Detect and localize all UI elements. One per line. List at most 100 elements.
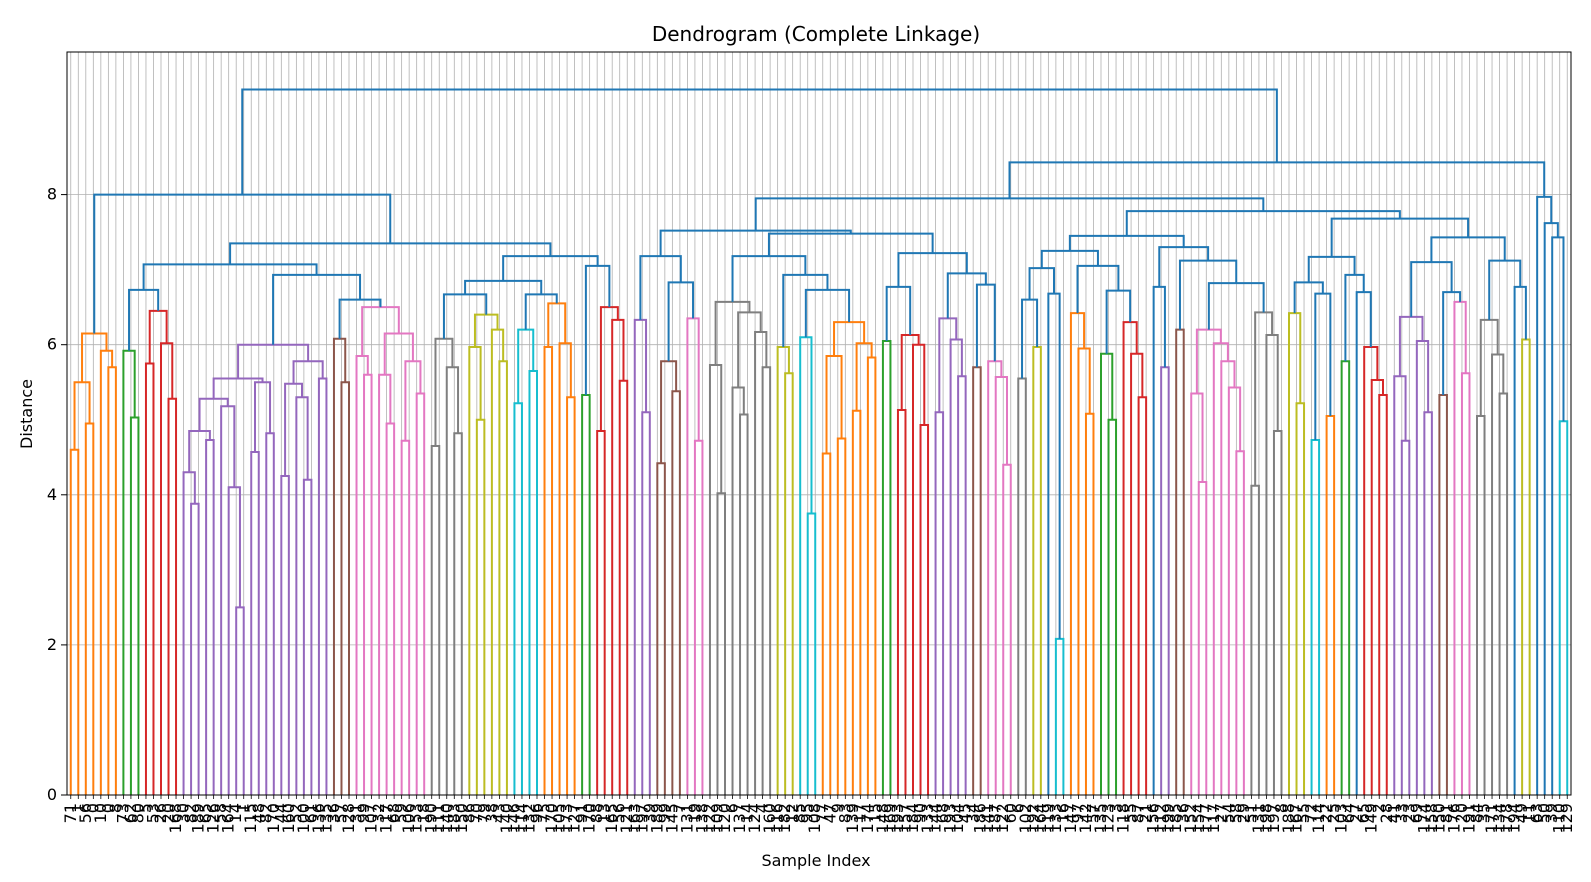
dendrogram-link bbox=[558, 342, 572, 795]
dendrogram-link bbox=[317, 377, 328, 795]
x-tick-label: 58 bbox=[211, 803, 230, 823]
dendrogram-link bbox=[693, 439, 704, 795]
y-tick-label: 0 bbox=[47, 785, 57, 804]
x-tick-label: 197 bbox=[632, 803, 651, 834]
x-tick-label: 194 bbox=[1505, 803, 1524, 834]
x-tick-label: 1 bbox=[68, 803, 87, 813]
x-tick-label: 12 bbox=[783, 803, 802, 823]
x-tick-label: 50 bbox=[1535, 803, 1554, 823]
x-tick-label: 136 bbox=[309, 803, 328, 834]
dendrogram-link bbox=[1017, 377, 1027, 795]
x-tick-label: 41 bbox=[1384, 803, 1403, 823]
x-tick-label: 80 bbox=[128, 803, 147, 823]
x-tick-label: 28 bbox=[1377, 803, 1396, 823]
dendrogram-link bbox=[896, 408, 907, 795]
x-tick-label: 198 bbox=[1256, 803, 1275, 834]
x-tick-label: 44 bbox=[271, 803, 290, 823]
x-tick-label: 5 bbox=[136, 803, 155, 813]
dendrogram-link bbox=[434, 337, 454, 447]
x-tick-label: 65 bbox=[196, 803, 215, 823]
x-tick-label: 164 bbox=[219, 803, 238, 834]
x-tick-label: 91 bbox=[572, 803, 591, 823]
x-tick-label: 135 bbox=[1091, 803, 1110, 834]
dendrogram-link bbox=[241, 88, 1278, 195]
x-tick-label: 103 bbox=[1332, 803, 1351, 834]
x-tick-label: 118 bbox=[1114, 803, 1133, 834]
x-tick-label: 154 bbox=[1189, 803, 1208, 834]
x-tick-label: 2 bbox=[1369, 803, 1388, 813]
x-tick-label: 150 bbox=[452, 803, 471, 834]
dendrogram-link bbox=[1212, 342, 1229, 795]
x-tick-label: 55 bbox=[1294, 803, 1313, 823]
x-tick-label: 77 bbox=[813, 803, 832, 823]
x-tick-label: 185 bbox=[1166, 803, 1185, 834]
x-tick-label: 148 bbox=[873, 803, 892, 834]
dendrogram-link bbox=[1068, 234, 1185, 251]
dendrogram-link bbox=[69, 448, 80, 795]
x-tick-label: 25 bbox=[1324, 803, 1343, 823]
dendrogram-link bbox=[93, 193, 392, 334]
dendrogram-link bbox=[302, 478, 313, 795]
dendrogram-link bbox=[581, 393, 591, 795]
x-tick-label: 152 bbox=[1181, 803, 1200, 834]
x-tick-label: 177 bbox=[1196, 803, 1215, 834]
dendrogram-link bbox=[415, 392, 426, 795]
dendrogram-link bbox=[1378, 393, 1388, 795]
x-tick-label: 104 bbox=[948, 803, 967, 834]
x-tick-label: 190 bbox=[422, 803, 441, 834]
dendrogram-link bbox=[235, 606, 245, 795]
dendrogram-link bbox=[584, 264, 611, 395]
dendrogram-link bbox=[833, 321, 866, 356]
dendrogram-link bbox=[716, 492, 726, 795]
dendrogram-link bbox=[1054, 637, 1065, 795]
x-tick-label: 57 bbox=[1083, 803, 1102, 823]
y-tick-label: 6 bbox=[47, 335, 57, 354]
dendrogram-link bbox=[656, 462, 666, 795]
dendrogram-link bbox=[708, 363, 723, 795]
dendrogram-link bbox=[731, 386, 745, 795]
x-tick-label: 182 bbox=[775, 803, 794, 834]
x-tick-label: 48 bbox=[249, 803, 268, 823]
x-tick-label: 59 bbox=[392, 803, 411, 823]
dendrogram-link bbox=[1021, 298, 1039, 379]
x-tick-label: 119 bbox=[1038, 803, 1057, 834]
x-tick-label: 168 bbox=[166, 803, 185, 834]
x-tick-label: 170 bbox=[580, 803, 599, 834]
x-tick-label: 35 bbox=[1475, 803, 1494, 823]
x-tick-label: 68 bbox=[933, 803, 952, 823]
x-tick-label: 117 bbox=[377, 803, 396, 834]
x-tick-label: 176 bbox=[1444, 803, 1463, 834]
x-tick-label: 43 bbox=[489, 803, 508, 823]
x-tick-label: 170 bbox=[264, 803, 283, 834]
x-tick-label: 139 bbox=[843, 803, 862, 834]
dendrogram-link bbox=[994, 375, 1008, 795]
x-tick-label: 156 bbox=[1144, 803, 1163, 834]
x-tick-label: 22 bbox=[1317, 803, 1336, 823]
dendrogram-link bbox=[1190, 392, 1204, 795]
x-tick-label: 72 bbox=[1302, 803, 1321, 823]
x-tick-label: 188 bbox=[1279, 803, 1298, 834]
x-tick-label: 137 bbox=[730, 803, 749, 834]
x-tick-label: 133 bbox=[1046, 803, 1065, 834]
x-tick-label: 158 bbox=[1422, 803, 1441, 834]
dendrogram-link bbox=[1314, 292, 1332, 441]
x-tick-label: 97 bbox=[1068, 803, 1087, 823]
dendrogram-link bbox=[361, 306, 400, 356]
dendrogram-link bbox=[806, 512, 817, 795]
x-tick-label: 178 bbox=[1497, 803, 1516, 834]
x-tick-label: 183 bbox=[444, 803, 463, 834]
x-tick-label: 53 bbox=[143, 803, 162, 823]
x-tick-label: 109 bbox=[707, 803, 726, 834]
x-tick-label: 174 bbox=[1414, 803, 1433, 834]
x-tick-label: 142 bbox=[1076, 803, 1095, 834]
x-tick-label: 90 bbox=[911, 803, 930, 823]
x-tick-label: 163 bbox=[625, 803, 644, 834]
dendrogram-link bbox=[1325, 414, 1336, 795]
x-tick-label: 114 bbox=[512, 803, 531, 834]
x-tick-label: 134 bbox=[1490, 803, 1509, 834]
dendrogram-link bbox=[1307, 255, 1356, 283]
dendrogram-link bbox=[473, 313, 499, 347]
x-tick-label: 144 bbox=[926, 803, 945, 834]
x-tick-label: 23 bbox=[1399, 803, 1418, 823]
